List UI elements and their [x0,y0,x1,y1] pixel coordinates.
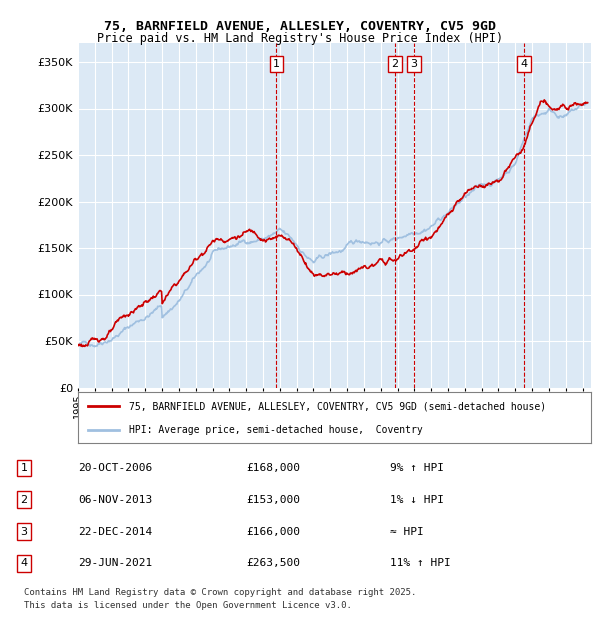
Text: 2: 2 [391,59,398,69]
Text: 29-JUN-2021: 29-JUN-2021 [78,559,152,569]
Text: 20-OCT-2006: 20-OCT-2006 [78,463,152,473]
Text: 1% ↓ HPI: 1% ↓ HPI [390,495,444,505]
Text: 4: 4 [20,559,28,569]
Text: 75, BARNFIELD AVENUE, ALLESLEY, COVENTRY, CV5 9GD: 75, BARNFIELD AVENUE, ALLESLEY, COVENTRY… [104,20,496,33]
Text: This data is licensed under the Open Government Licence v3.0.: This data is licensed under the Open Gov… [24,601,352,611]
Text: Price paid vs. HM Land Registry's House Price Index (HPI): Price paid vs. HM Land Registry's House … [97,32,503,45]
Text: 06-NOV-2013: 06-NOV-2013 [78,495,152,505]
Text: ≈ HPI: ≈ HPI [390,526,424,536]
Text: £153,000: £153,000 [246,495,300,505]
Text: 1: 1 [20,463,28,473]
Text: 2: 2 [20,495,28,505]
Text: 11% ↑ HPI: 11% ↑ HPI [390,559,451,569]
Text: £166,000: £166,000 [246,526,300,536]
Text: HPI: Average price, semi-detached house,  Coventry: HPI: Average price, semi-detached house,… [130,425,423,435]
Text: 75, BARNFIELD AVENUE, ALLESLEY, COVENTRY, CV5 9GD (semi-detached house): 75, BARNFIELD AVENUE, ALLESLEY, COVENTRY… [130,401,547,411]
Text: 1: 1 [273,59,280,69]
Text: £263,500: £263,500 [246,559,300,569]
Text: Contains HM Land Registry data © Crown copyright and database right 2025.: Contains HM Land Registry data © Crown c… [24,588,416,597]
Text: 4: 4 [520,59,527,69]
Text: 22-DEC-2014: 22-DEC-2014 [78,526,152,536]
Text: 3: 3 [20,526,28,536]
Text: £168,000: £168,000 [246,463,300,473]
Text: 3: 3 [410,59,418,69]
Text: 9% ↑ HPI: 9% ↑ HPI [390,463,444,473]
